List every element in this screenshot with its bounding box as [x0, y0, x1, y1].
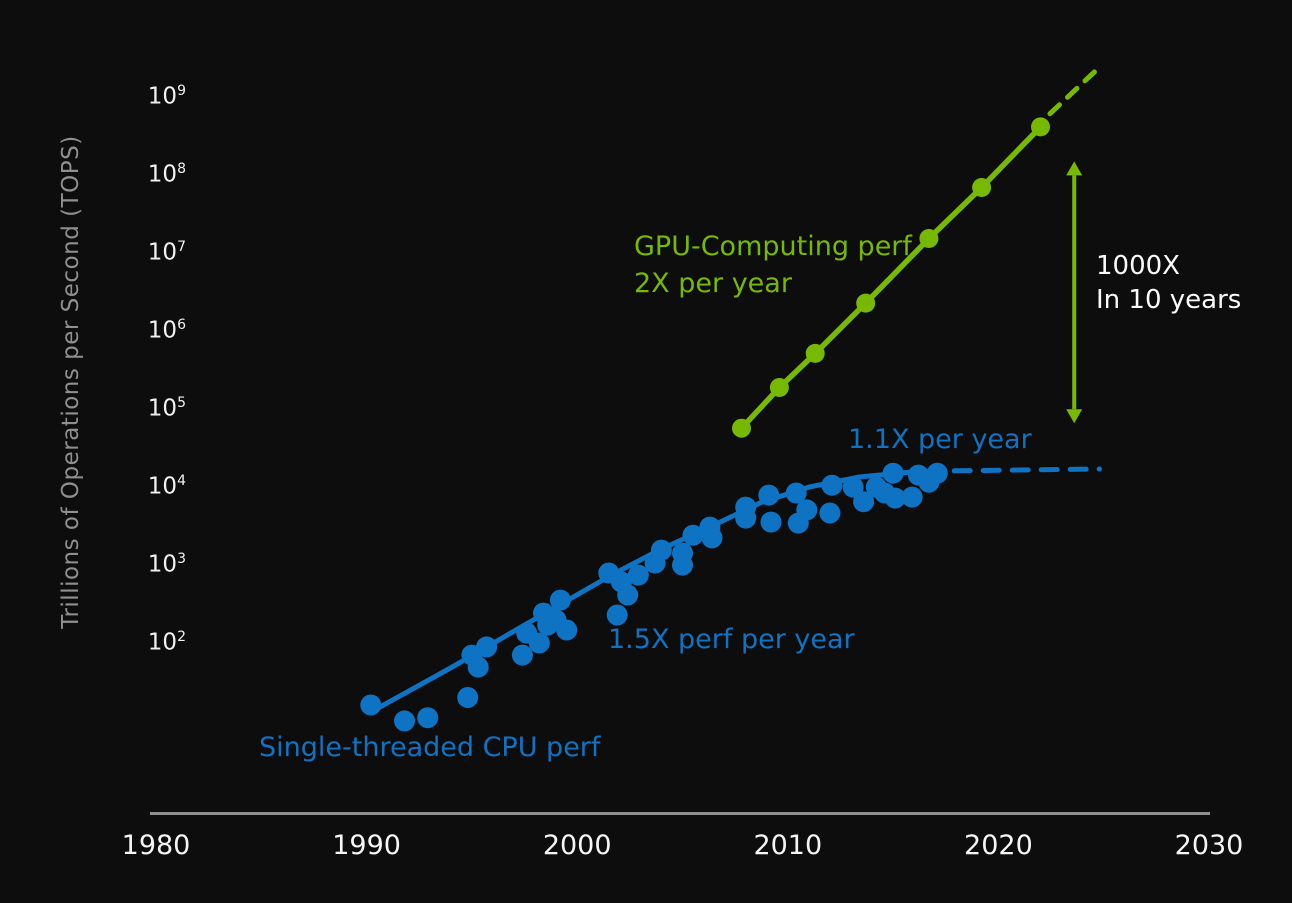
data-point-single-threaded-cpu-perf: [796, 499, 818, 521]
y-tick-10e3: 103: [147, 550, 186, 578]
y-axis-title: Trillions of Operations per Second (TOPS…: [58, 135, 84, 629]
data-point-single-threaded-cpu-perf: [417, 707, 439, 729]
data-point-single-threaded-cpu-perf: [627, 564, 649, 586]
x-tick-2030: 2030: [1174, 830, 1244, 861]
data-point-single-threaded-cpu-perf: [528, 632, 550, 654]
data-point-single-threaded-cpu-perf: [884, 487, 906, 509]
data-point-gpu-computing-perf: [972, 178, 992, 197]
data-point-gpu-computing-perf: [919, 229, 939, 248]
gap-arrow-head-down-icon: [1066, 409, 1083, 424]
data-point-single-threaded-cpu-perf: [511, 644, 533, 666]
data-point-single-threaded-cpu-perf: [394, 710, 415, 732]
x-tick-2000: 2000: [542, 830, 612, 861]
y-tick-10e2: 102: [147, 628, 186, 656]
annotation-1000x-line2: In 10 years: [1096, 285, 1242, 315]
annotation-gpu-line1: GPU-Computing perf: [634, 231, 912, 262]
x-axis-tick-labels: 1980 1990 2000 2010 2020 2030: [0, 830, 1292, 870]
x-tick-2020: 2020: [964, 830, 1033, 861]
data-point-single-threaded-cpu-perf: [457, 687, 479, 708]
series-line-single-threaded-cpu-perf-trend: [368, 468, 948, 715]
annotation-1-5x-perf-per-year: 1.5X perf per year: [608, 624, 855, 655]
y-tick-10e7: 107: [147, 239, 186, 266]
data-point-single-threaded-cpu-perf: [556, 619, 578, 641]
annotation-single-threaded-cpu-perf: Single-threaded CPU perf: [259, 732, 601, 763]
data-point-single-threaded-cpu-perf: [467, 656, 489, 678]
data-point-single-threaded-cpu-perf: [819, 502, 841, 524]
annotation-1000x-line1: 1000X: [1096, 251, 1180, 281]
x-tick-1980: 1980: [121, 830, 191, 861]
data-point-gpu-computing-perf: [856, 293, 876, 313]
y-axis-tick-labels: 109 108 107 106 105 104 103 102: [100, 0, 186, 903]
data-point-single-threaded-cpu-perf: [853, 491, 875, 513]
y-tick-10e6: 106: [147, 317, 186, 344]
data-point-single-threaded-cpu-perf: [606, 604, 628, 626]
annotation-1-1x-per-year: 1.1X per year: [848, 424, 1032, 455]
y-tick-10e9: 109: [147, 83, 186, 110]
y-tick-10e5: 105: [147, 395, 186, 422]
x-tick-1990: 1990: [332, 830, 401, 861]
annotation-gpu-computing-perf: GPU-Computing perf 2X per year: [634, 228, 912, 302]
x-tick-2010: 2010: [753, 830, 823, 861]
data-point-single-threaded-cpu-perf: [672, 554, 693, 576]
data-point-gpu-computing-perf: [732, 418, 751, 438]
annotation-1000x-in-10-years: 1000X In 10 years: [1096, 249, 1241, 317]
annotation-gpu-line2: 2X per year: [634, 268, 792, 299]
data-point-single-threaded-cpu-perf: [701, 527, 723, 549]
data-point-single-threaded-cpu-perf: [617, 584, 639, 606]
data-point-gpu-computing-perf: [1031, 117, 1050, 137]
series-line-gpu-computing-perf-projection-dashed-: [1047, 62, 1105, 117]
y-tick-10e4: 104: [147, 472, 186, 500]
data-point-single-threaded-cpu-perf: [901, 486, 923, 508]
data-point-gpu-computing-perf: [769, 378, 789, 397]
y-tick-10e8: 108: [147, 161, 186, 188]
series-line-single-threaded-cpu-perf-projection-dashed-: [951, 466, 1102, 474]
gap-arrow-head-up-icon: [1066, 161, 1083, 176]
data-point-gpu-computing-perf: [805, 343, 825, 363]
data-point-single-threaded-cpu-perf: [760, 511, 782, 533]
